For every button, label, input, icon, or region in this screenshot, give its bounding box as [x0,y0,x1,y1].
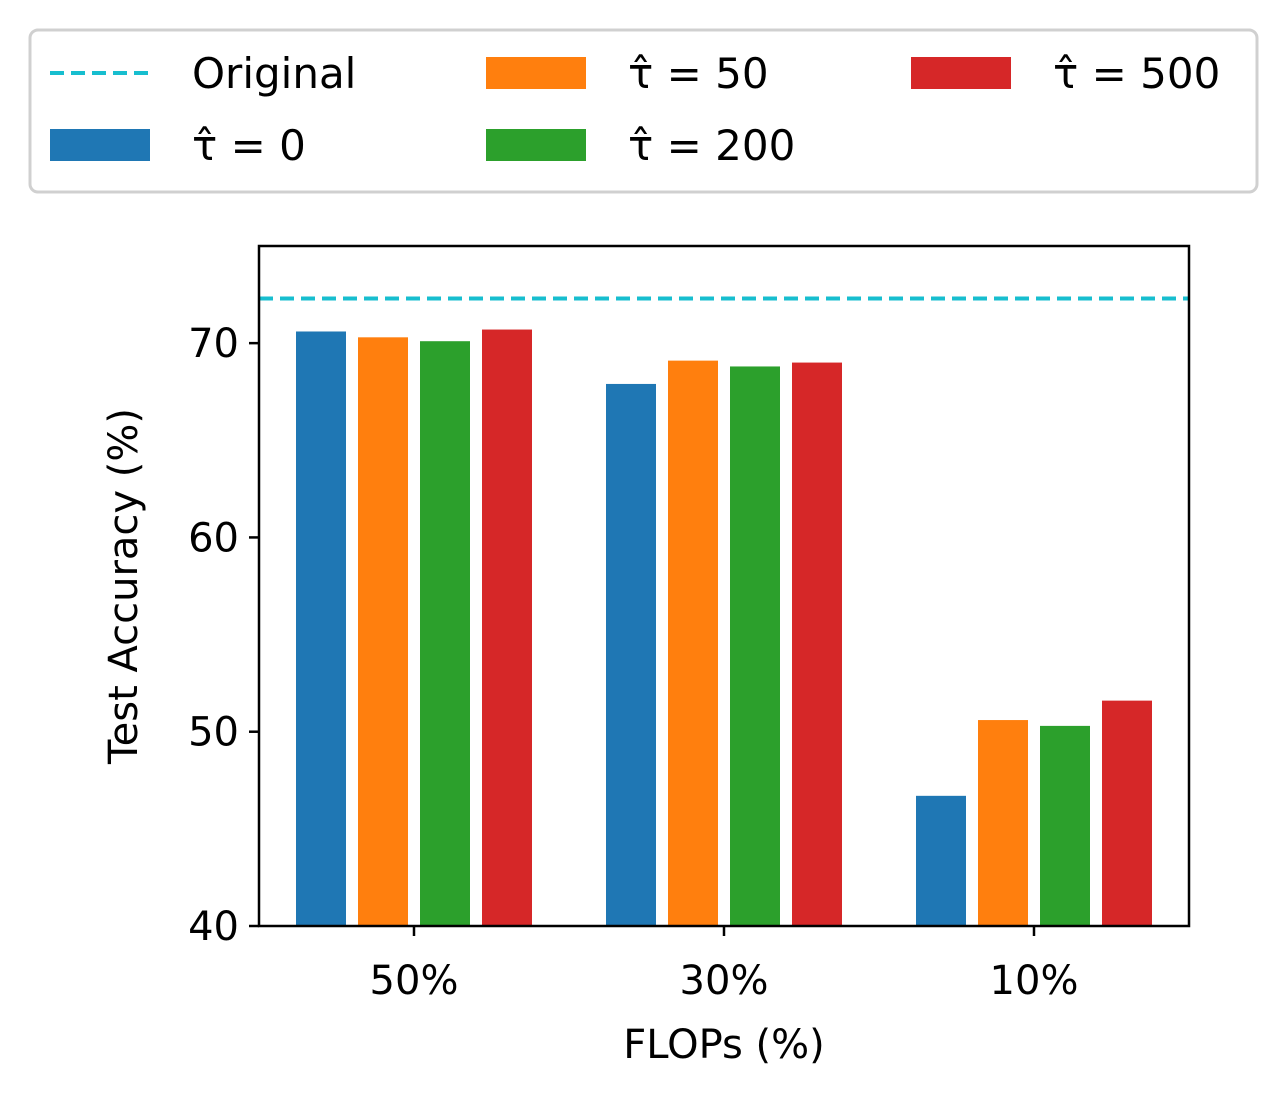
x-axis-ticks: 50% 30% 10% [370,926,1079,1004]
y-axis-ticks: 40 50 60 70 [188,321,259,950]
legend-swatch-4 [911,57,1011,89]
y-tick-label: 50 [188,710,239,756]
y-tick-label: 60 [188,515,239,561]
bar-50pct-series-0 [296,331,346,926]
bars [296,329,1152,927]
bar-10pct-series-3 [1102,700,1152,926]
x-tick-label: 30% [680,958,769,1004]
legend: Original τ̂ = 0 τ̂ = 50 τ̂ = 200 τ̂ = 500 [50,49,1220,170]
y-tick-label: 70 [188,321,239,367]
bar-10pct-series-1 [978,720,1028,926]
y-axis-label: Test Accuracy (%) [101,408,147,765]
legend-label-1: τ̂ = 0 [192,121,306,170]
bar-30pct-series-0 [606,383,656,926]
x-axis-label: FLOPs (%) [623,1022,825,1068]
legend-swatch-2 [486,57,586,89]
y-tick-label: 40 [188,904,239,950]
legend-label-2: τ̂ = 50 [628,49,769,98]
legend-label-3: τ̂ = 200 [628,121,795,170]
bar-50pct-series-1 [358,337,408,926]
bar-30pct-series-3 [792,362,842,927]
legend-label-4: τ̂ = 500 [1053,49,1220,98]
bar-10pct-series-0 [916,795,966,926]
bar-30pct-series-2 [730,366,780,926]
legend-label-0: Original [192,49,356,98]
legend-swatch-3 [486,129,586,161]
bar-50pct-series-2 [420,341,470,926]
bar-30pct-series-1 [668,360,718,927]
x-tick-label: 10% [990,958,1079,1004]
legend-swatch-1 [50,129,150,161]
bar-50pct-series-3 [482,329,532,926]
bar-10pct-series-2 [1040,725,1090,926]
x-tick-label: 50% [370,958,459,1004]
